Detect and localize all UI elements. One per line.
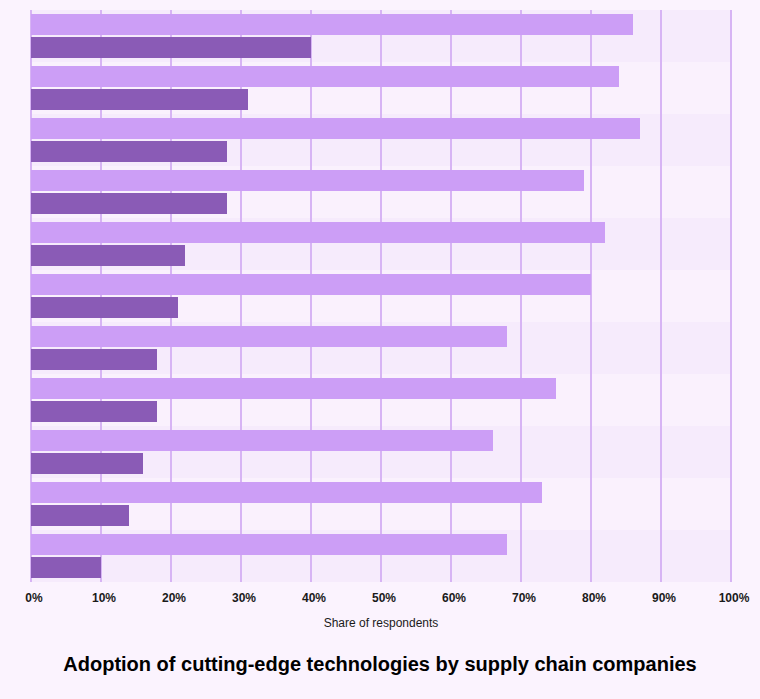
tick-label: 80% [582,591,606,605]
bars [31,14,640,578]
bar [31,482,542,503]
bar [31,89,248,110]
grid-line [590,10,592,582]
tick-label: 30% [232,591,256,605]
bar [31,118,640,139]
bar [31,297,178,318]
bar [31,401,157,422]
tick-label: 50% [372,591,396,605]
bar [31,326,507,347]
bar [31,222,605,243]
bar [31,378,556,399]
chart-svg: 0% 10% 20% 30% 40% 50% 60% 70% 80% 90% 100% Share o… [0,0,760,699]
bar [31,349,157,370]
bar [31,557,101,578]
tick-label: 90% [652,591,676,605]
bar [31,274,591,295]
tick-label: 10% [92,591,116,605]
tick-label: 0% [25,591,43,605]
bar [31,37,311,58]
bar [31,193,227,214]
tick-label: 40% [302,591,326,605]
axis-label: Share of respondents [324,616,439,630]
bar [31,534,507,555]
title: Adoption of cutting-edge technologies by… [63,653,696,675]
bar [31,170,584,191]
tick-label: 20% [162,591,186,605]
bar [31,141,227,162]
grid-line [730,10,732,582]
bar [31,453,143,474]
tick-label: 60% [442,591,466,605]
bar [31,430,493,451]
tick-label: 70% [512,591,536,605]
bar [31,14,633,35]
grid-line [660,10,662,582]
chart-container: 0% 10% 20% 30% 40% 50% 60% 70% 80% 90% 100% Share o… [0,0,760,699]
bar [31,66,619,87]
tick-label: 100% [719,591,750,605]
bar [31,505,129,526]
bar [31,245,185,266]
